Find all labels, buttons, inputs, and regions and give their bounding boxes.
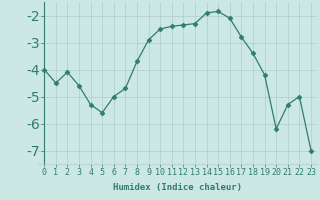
X-axis label: Humidex (Indice chaleur): Humidex (Indice chaleur) (113, 183, 242, 192)
